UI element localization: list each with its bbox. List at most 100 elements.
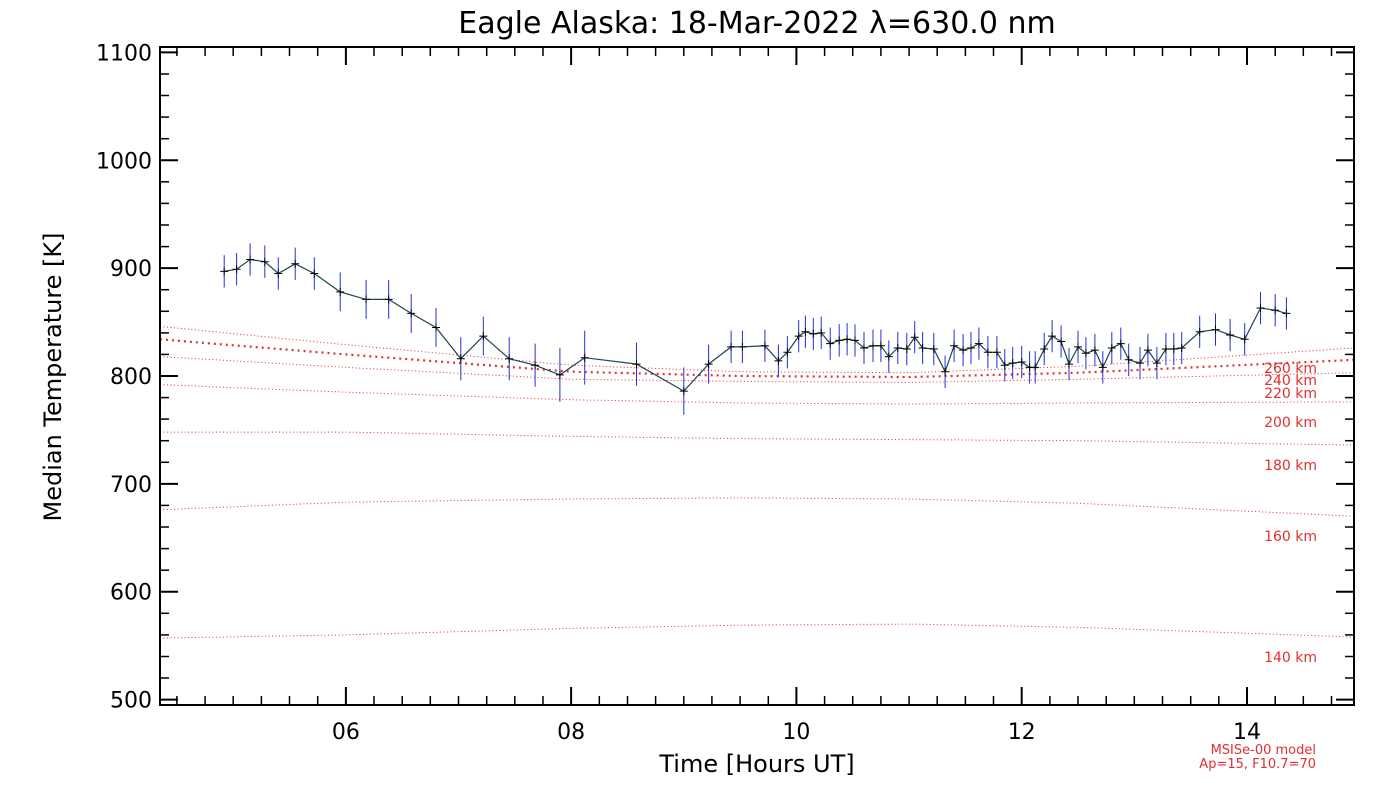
y-tick-label: 700 xyxy=(110,473,152,498)
data-point xyxy=(291,259,300,268)
model-curve-label: 200 km xyxy=(1264,415,1317,431)
data-point xyxy=(1065,360,1073,369)
data-point xyxy=(959,346,968,355)
data-point xyxy=(918,344,927,352)
data-point xyxy=(738,342,747,351)
data-point xyxy=(941,367,950,376)
data-point xyxy=(876,341,885,350)
data-point xyxy=(835,336,844,345)
data-point xyxy=(974,339,983,348)
data-point xyxy=(232,265,241,274)
model-curve xyxy=(159,497,1355,517)
data-point xyxy=(531,361,540,370)
data-point xyxy=(1195,327,1204,336)
model-curve xyxy=(159,623,1355,639)
model-curve-label: 160 km xyxy=(1264,529,1317,545)
x-tick-label: 10 xyxy=(782,720,810,745)
data-point xyxy=(774,356,783,365)
data-point xyxy=(1143,346,1152,355)
data-point xyxy=(1161,345,1170,353)
data-point xyxy=(884,352,893,361)
data-point xyxy=(1000,361,1009,370)
data-point xyxy=(794,332,803,341)
data-point xyxy=(967,344,975,352)
data-point xyxy=(1040,345,1049,353)
model-note-line: Ap=15, F10.7=70 xyxy=(1199,757,1316,772)
y-tick-label: 1000 xyxy=(96,149,152,174)
x-tick-label: 06 xyxy=(332,720,360,745)
data-point xyxy=(1098,363,1107,372)
data-point xyxy=(1282,309,1291,318)
model-curve-label: 220 km xyxy=(1264,386,1317,402)
x-axis-label: Time [Hours UT] xyxy=(658,750,854,778)
data-point xyxy=(432,323,440,332)
data-point xyxy=(760,341,769,350)
model-curve xyxy=(159,356,1355,384)
data-point xyxy=(950,341,959,350)
data-point xyxy=(1090,346,1099,355)
chart-title: Eagle Alaska: 18-Mar-2022 λ=630.0 nm xyxy=(458,6,1055,41)
data-point xyxy=(869,341,877,350)
y-tick-label: 500 xyxy=(110,689,152,714)
data-point xyxy=(456,354,465,363)
data-point xyxy=(704,360,713,369)
data-point xyxy=(851,336,859,345)
x-tick-label: 12 xyxy=(1008,720,1036,745)
data-point xyxy=(902,345,911,353)
data-point xyxy=(1226,331,1235,339)
data-point xyxy=(1057,337,1066,346)
data-point xyxy=(843,335,852,344)
measurement-series xyxy=(220,243,1291,415)
model-curve xyxy=(159,384,1354,405)
data-point xyxy=(505,354,514,363)
data-point xyxy=(929,345,938,353)
data-point xyxy=(1256,304,1265,312)
model-note-line: MSISe-00 model xyxy=(1211,743,1316,758)
model-curve-label: 240 km xyxy=(1264,373,1317,389)
model-curve xyxy=(160,431,1355,446)
x-tick-label: 14 xyxy=(1233,720,1261,745)
data-point xyxy=(910,333,919,342)
data-point xyxy=(310,269,319,278)
data-point xyxy=(632,360,641,369)
data-point xyxy=(336,287,345,296)
y-tick-label: 900 xyxy=(110,257,152,282)
data-point xyxy=(580,353,589,362)
data-point xyxy=(1116,339,1125,348)
data-point xyxy=(992,348,1001,357)
data-point xyxy=(1136,359,1144,368)
data-point xyxy=(983,348,992,357)
data-point xyxy=(1152,359,1161,368)
data-point xyxy=(801,327,810,336)
model-curve-label: 140 km xyxy=(1264,650,1317,666)
data-point xyxy=(1048,332,1057,341)
data-point xyxy=(384,295,393,304)
data-point xyxy=(407,309,416,318)
data-point xyxy=(1124,355,1133,364)
data-point xyxy=(727,342,736,351)
data-point xyxy=(1081,349,1090,358)
series-line xyxy=(224,258,1287,392)
data-point xyxy=(1074,342,1082,351)
y-tick-label: 600 xyxy=(110,581,152,606)
y-axis-label: Median Temperature [K] xyxy=(39,232,67,521)
data-point xyxy=(1271,306,1280,315)
data-point xyxy=(783,348,792,357)
x-tick-label: 08 xyxy=(557,720,585,745)
data-point xyxy=(860,344,868,352)
model-curve-label: 260 km xyxy=(1264,361,1317,377)
data-point xyxy=(1169,345,1178,353)
data-point xyxy=(1031,363,1040,372)
data-point xyxy=(274,269,283,278)
data-point xyxy=(220,267,229,276)
data-point xyxy=(1177,344,1186,352)
data-point xyxy=(260,257,269,266)
plot-axes: 500 600 700 800 900 1000 1100 06 08 10 12 14 xyxy=(96,41,1355,745)
y-tick-label: 800 xyxy=(110,365,152,390)
data-point xyxy=(826,339,835,348)
data-point xyxy=(362,295,371,304)
data-point xyxy=(1240,335,1249,344)
